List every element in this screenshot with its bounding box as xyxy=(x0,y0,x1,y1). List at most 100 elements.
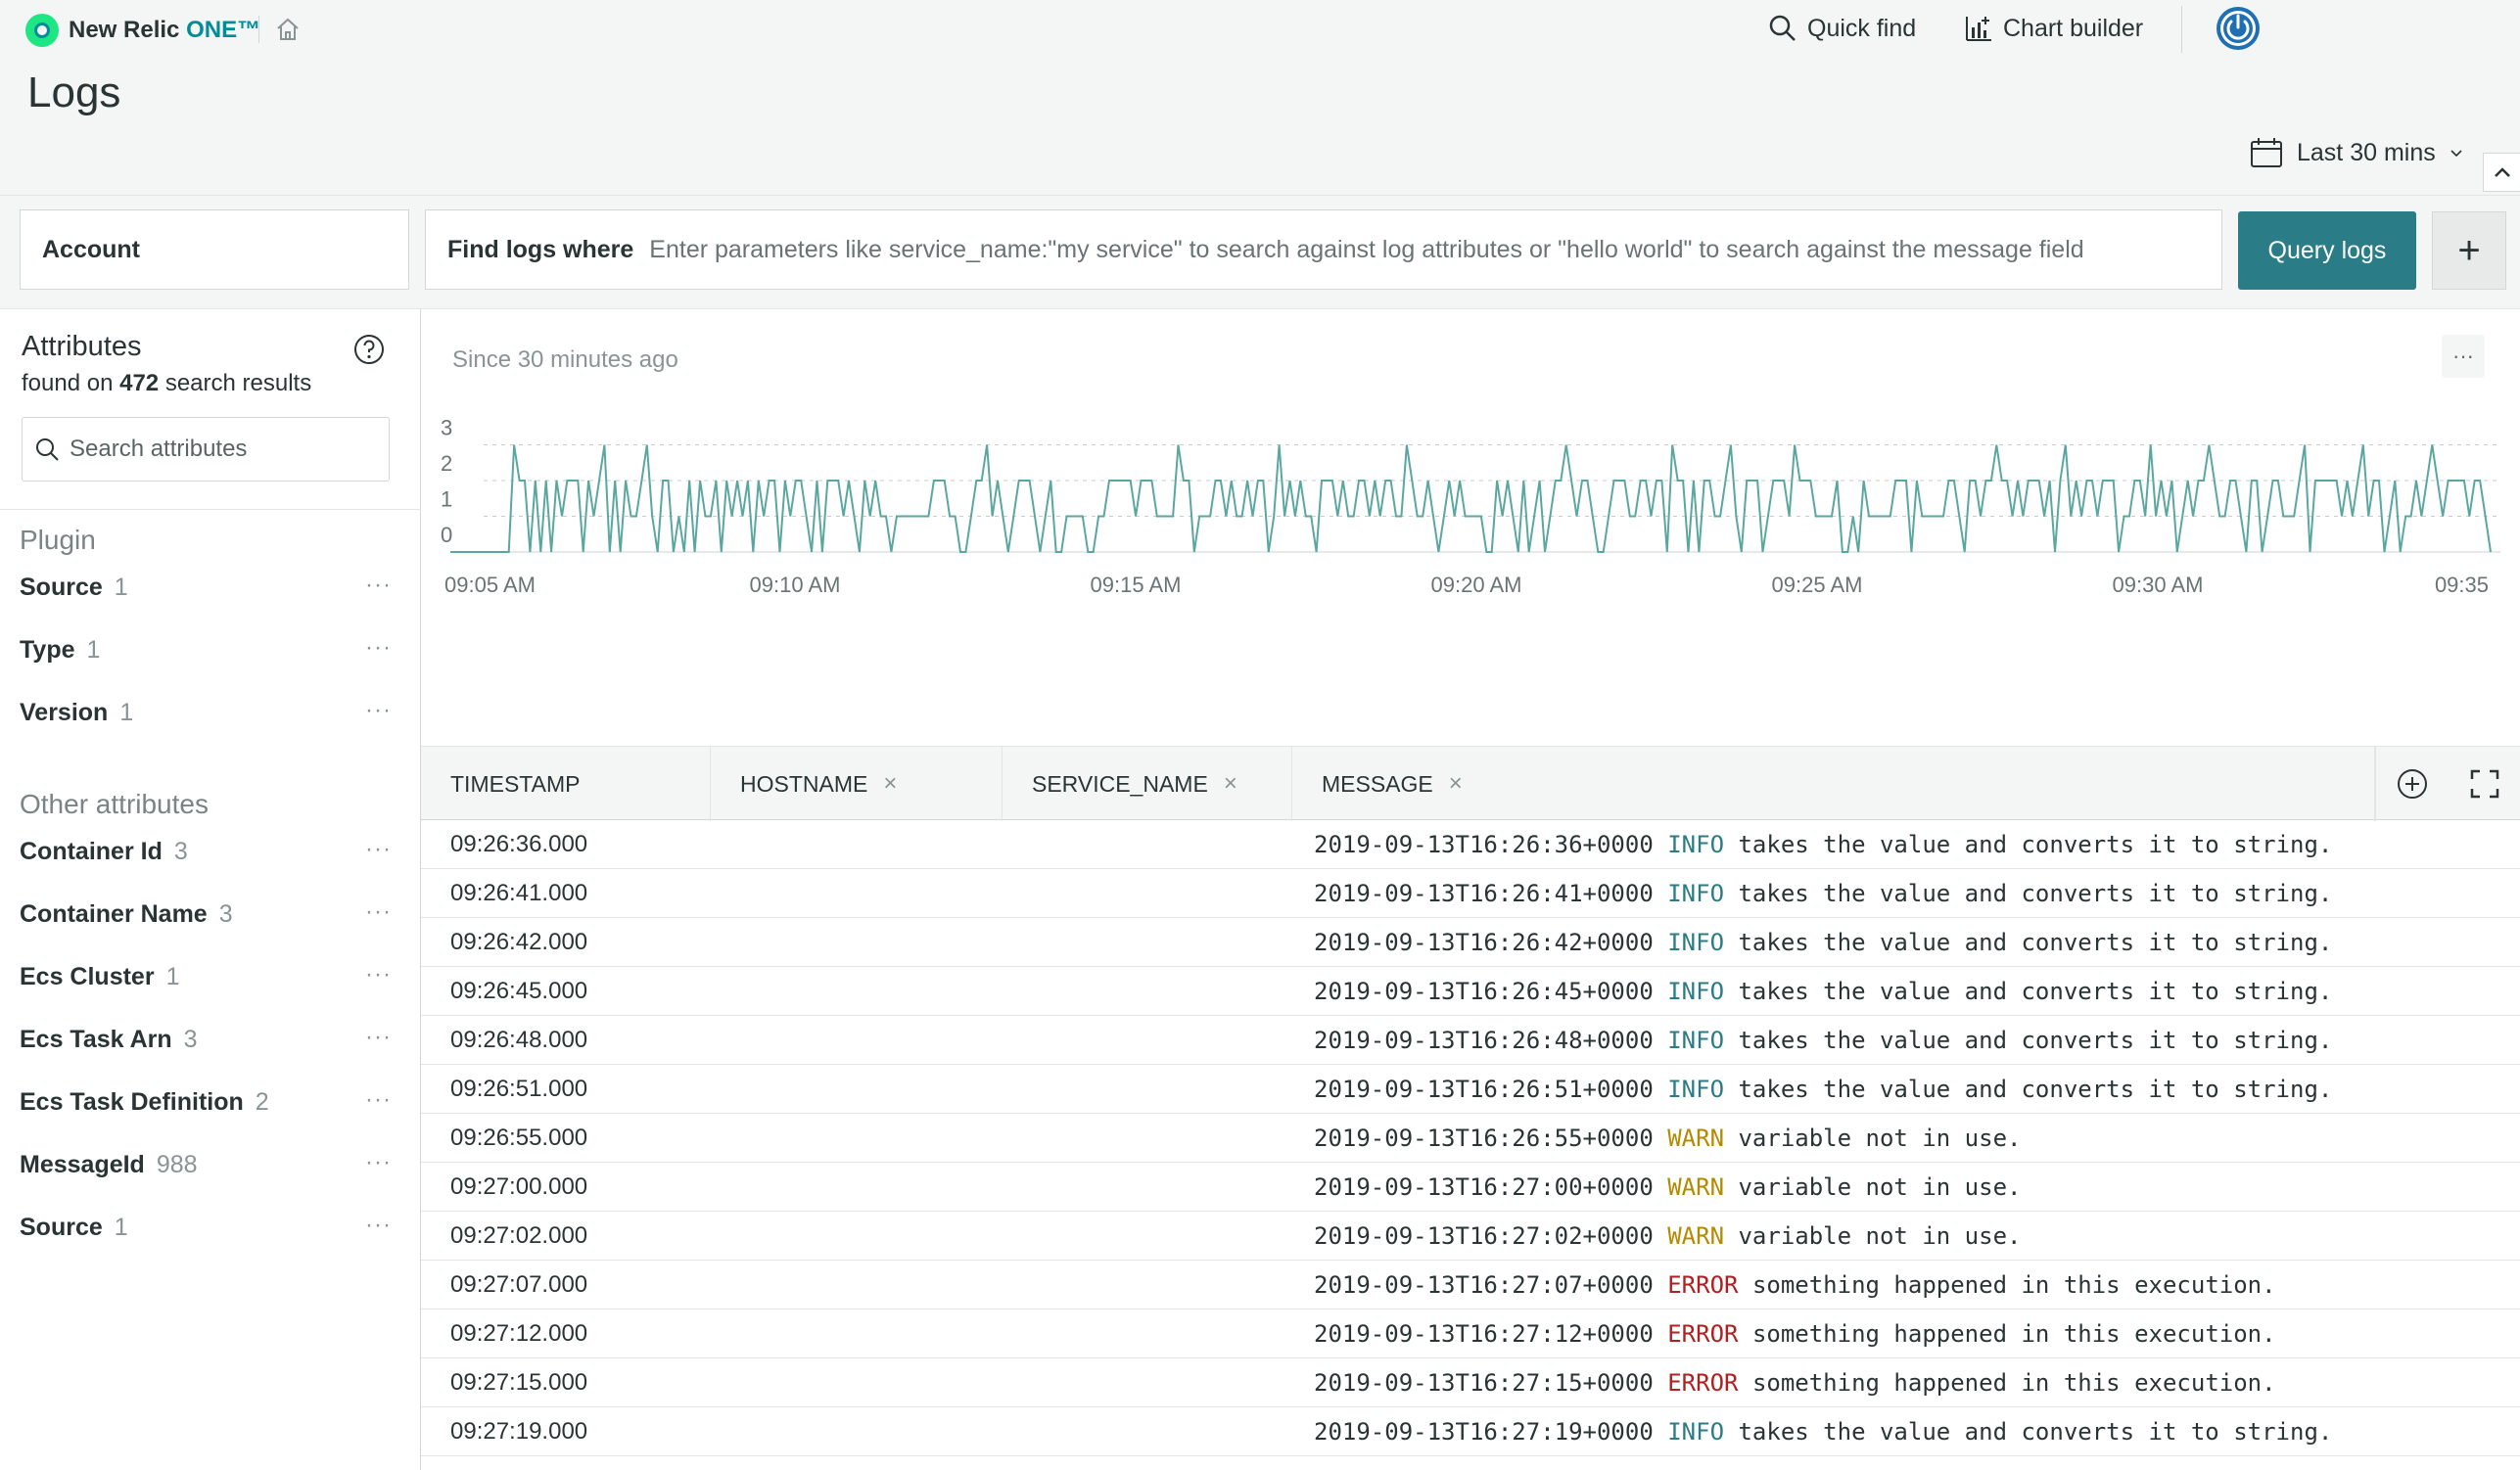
message-timestamp: 2019-09-13T16:26:51+0000 xyxy=(1314,1076,1654,1103)
table-row[interactable]: 09:27:12.000 2019-09-13T16:27:12+0000 ERR… xyxy=(421,1309,2520,1358)
message-timestamp: 2019-09-13T16:27:02+0000 xyxy=(1314,1222,1654,1250)
row-timestamp: 09:26:42.000 xyxy=(450,929,588,955)
search-icon xyxy=(36,438,59,461)
attribute-more-icon[interactable]: ··· xyxy=(365,634,392,661)
x-tick-label: 09:30 AM xyxy=(2113,573,2204,597)
table-row[interactable]: 09:26:51.000 2019-09-13T16:26:51+0000 INF… xyxy=(421,1065,2520,1114)
attribute-name: MessageId xyxy=(20,1150,145,1178)
message-timestamp: 2019-09-13T16:27:07+0000 xyxy=(1314,1271,1654,1299)
attribute-more-icon[interactable]: ··· xyxy=(365,1149,392,1175)
log-level: WARN xyxy=(1667,1222,1725,1250)
find-logs-field[interactable]: Find logs where xyxy=(425,209,2222,290)
collapse-header-button[interactable] xyxy=(2483,153,2520,192)
row-message: 2019-09-13T16:27:00+0000 WARN variable n… xyxy=(1314,1163,2021,1212)
chart-more-button[interactable]: ··· xyxy=(2442,335,2485,378)
row-timestamp: 09:27:07.000 xyxy=(450,1271,588,1298)
attribute-item[interactable]: Source 1 ··· xyxy=(20,568,392,607)
new-relic-logo-icon xyxy=(25,14,59,47)
row-timestamp: 09:27:15.000 xyxy=(450,1369,588,1396)
column-header-timestamp[interactable]: TIMESTAMP xyxy=(421,747,711,821)
attribute-more-icon[interactable]: ··· xyxy=(365,1212,392,1238)
attribute-count: 2 xyxy=(255,1087,269,1116)
quick-find-button[interactable]: Quick find xyxy=(1768,14,1916,43)
log-level: INFO xyxy=(1667,929,1725,956)
column-header-message[interactable]: MESSAGE × xyxy=(1292,747,2375,821)
message-timestamp: 2019-09-13T16:26:42+0000 xyxy=(1314,929,1654,956)
remove-column-icon[interactable]: × xyxy=(883,770,898,797)
x-tick-label: 09:05 AM xyxy=(444,573,536,597)
find-logs-input[interactable] xyxy=(649,235,2200,264)
column-header-service_name[interactable]: SERVICE_NAME × xyxy=(1003,747,1292,821)
table-row[interactable]: 09:26:36.000 2019-09-13T16:26:36+0000 INF… xyxy=(421,820,2520,869)
attribute-group-label: Plugin xyxy=(20,525,96,555)
attribute-item[interactable]: Ecs Task Definition 2 ··· xyxy=(20,1082,392,1122)
add-column-icon[interactable] xyxy=(2396,767,2429,801)
row-timestamp: 09:27:00.000 xyxy=(450,1173,588,1200)
row-timestamp: 09:26:41.000 xyxy=(450,880,588,906)
fullscreen-icon[interactable] xyxy=(2469,768,2500,800)
attribute-count: 3 xyxy=(183,1025,198,1053)
attribute-item[interactable]: Container Name 3 ··· xyxy=(20,895,392,934)
log-level: INFO xyxy=(1667,1027,1725,1054)
attribute-item[interactable]: Container Id 3 ··· xyxy=(20,832,392,871)
attribute-item[interactable]: MessageId 988 ··· xyxy=(20,1145,392,1184)
message-timestamp: 2019-09-13T16:27:15+0000 xyxy=(1314,1369,1654,1397)
log-level: ERROR xyxy=(1667,1271,1739,1299)
logs-main: Since 30 minutes ago ··· 0 1 2 3 09:05 AM 09:… xyxy=(421,309,2520,1470)
table-row[interactable]: 09:27:19.000 2019-09-13T16:27:19+0000 INF… xyxy=(421,1407,2520,1456)
brand-logo[interactable]: New Relic ONE™ xyxy=(25,14,260,47)
page-title: Logs xyxy=(27,69,121,116)
attribute-name: Container Name xyxy=(20,899,208,928)
row-timestamp: 09:26:36.000 xyxy=(450,831,588,857)
table-row[interactable]: 09:27:02.000 2019-09-13T16:27:02+0000 WAR… xyxy=(421,1212,2520,1261)
attribute-more-icon[interactable]: ··· xyxy=(365,697,392,723)
table-row[interactable]: 09:27:07.000 2019-09-13T16:27:07+0000 ERR… xyxy=(421,1261,2520,1309)
column-header-hostname[interactable]: HOSTNAME × xyxy=(711,747,1003,821)
table-row[interactable]: 09:26:41.000 2019-09-13T16:26:41+0000 INF… xyxy=(421,869,2520,918)
attribute-item[interactable]: Version 1 ··· xyxy=(20,693,392,732)
table-row[interactable]: 09:27:15.000 2019-09-13T16:27:15+0000 ERR… xyxy=(421,1358,2520,1407)
table-row[interactable]: 09:26:42.000 2019-09-13T16:26:42+0000 INF… xyxy=(421,918,2520,967)
home-icon[interactable] xyxy=(274,16,302,43)
table-row[interactable]: 09:27:00.000 2019-09-13T16:27:00+0000 WAR… xyxy=(421,1163,2520,1212)
attribute-item[interactable]: Source 1 ··· xyxy=(20,1208,392,1247)
attribute-item[interactable]: Ecs Cluster 1 ··· xyxy=(20,957,392,996)
time-range-picker[interactable]: Last 30 mins xyxy=(2250,137,2463,168)
power-icon[interactable] xyxy=(2215,5,2262,52)
message-text: takes the value and converts it to strin… xyxy=(1738,1418,2333,1446)
log-level: INFO xyxy=(1667,831,1725,858)
account-selector[interactable]: Account xyxy=(20,209,409,290)
row-timestamp: 09:26:55.000 xyxy=(450,1125,588,1151)
add-filter-button[interactable]: + xyxy=(2432,211,2506,290)
query-logs-button[interactable]: Query logs xyxy=(2238,211,2416,290)
attribute-count: 1 xyxy=(114,1213,128,1241)
attribute-item[interactable]: Ecs Task Arn 3 ··· xyxy=(20,1020,392,1059)
chart-builder-button[interactable]: Chart builder xyxy=(1964,14,2143,43)
attribute-more-icon[interactable]: ··· xyxy=(365,961,392,988)
attribute-more-icon[interactable]: ··· xyxy=(365,836,392,862)
attribute-more-icon[interactable]: ··· xyxy=(365,572,392,598)
remove-column-icon[interactable]: × xyxy=(1448,770,1463,797)
table-row[interactable]: 09:26:55.000 2019-09-13T16:26:55+0000 WAR… xyxy=(421,1114,2520,1163)
attribute-item[interactable]: Type 1 ··· xyxy=(20,630,392,669)
log-rows: 09:26:36.000 2019-09-13T16:26:36+0000 INF… xyxy=(421,820,2520,1456)
row-message: 2019-09-13T16:27:12+0000 ERROR something… xyxy=(1314,1309,2276,1358)
attribute-more-icon[interactable]: ··· xyxy=(365,1024,392,1050)
table-row[interactable]: 09:26:45.000 2019-09-13T16:26:45+0000 INF… xyxy=(421,967,2520,1016)
attribute-more-icon[interactable]: ··· xyxy=(365,1086,392,1113)
attributes-search[interactable] xyxy=(22,417,390,482)
row-timestamp: 09:26:51.000 xyxy=(450,1076,588,1102)
nav-divider xyxy=(2181,6,2182,53)
table-row[interactable]: 09:26:48.000 2019-09-13T16:26:48+0000 INF… xyxy=(421,1016,2520,1065)
row-timestamp: 09:27:02.000 xyxy=(450,1222,588,1249)
row-timestamp: 09:27:12.000 xyxy=(450,1320,588,1347)
log-level: INFO xyxy=(1667,1076,1725,1103)
logs-histogram-chart: 0 1 2 3 09:05 AM 09:10 AM 09:15 AM 09:20 AM 09:2… xyxy=(441,416,2500,597)
help-icon[interactable] xyxy=(352,333,386,366)
message-text: takes the value and converts it to strin… xyxy=(1738,978,2333,1005)
column-header-label: MESSAGE xyxy=(1322,770,1433,797)
message-text: takes the value and converts it to strin… xyxy=(1738,880,2333,907)
attribute-more-icon[interactable]: ··· xyxy=(365,898,392,925)
remove-column-icon[interactable]: × xyxy=(1223,770,1237,797)
attributes-search-input[interactable] xyxy=(70,436,377,463)
